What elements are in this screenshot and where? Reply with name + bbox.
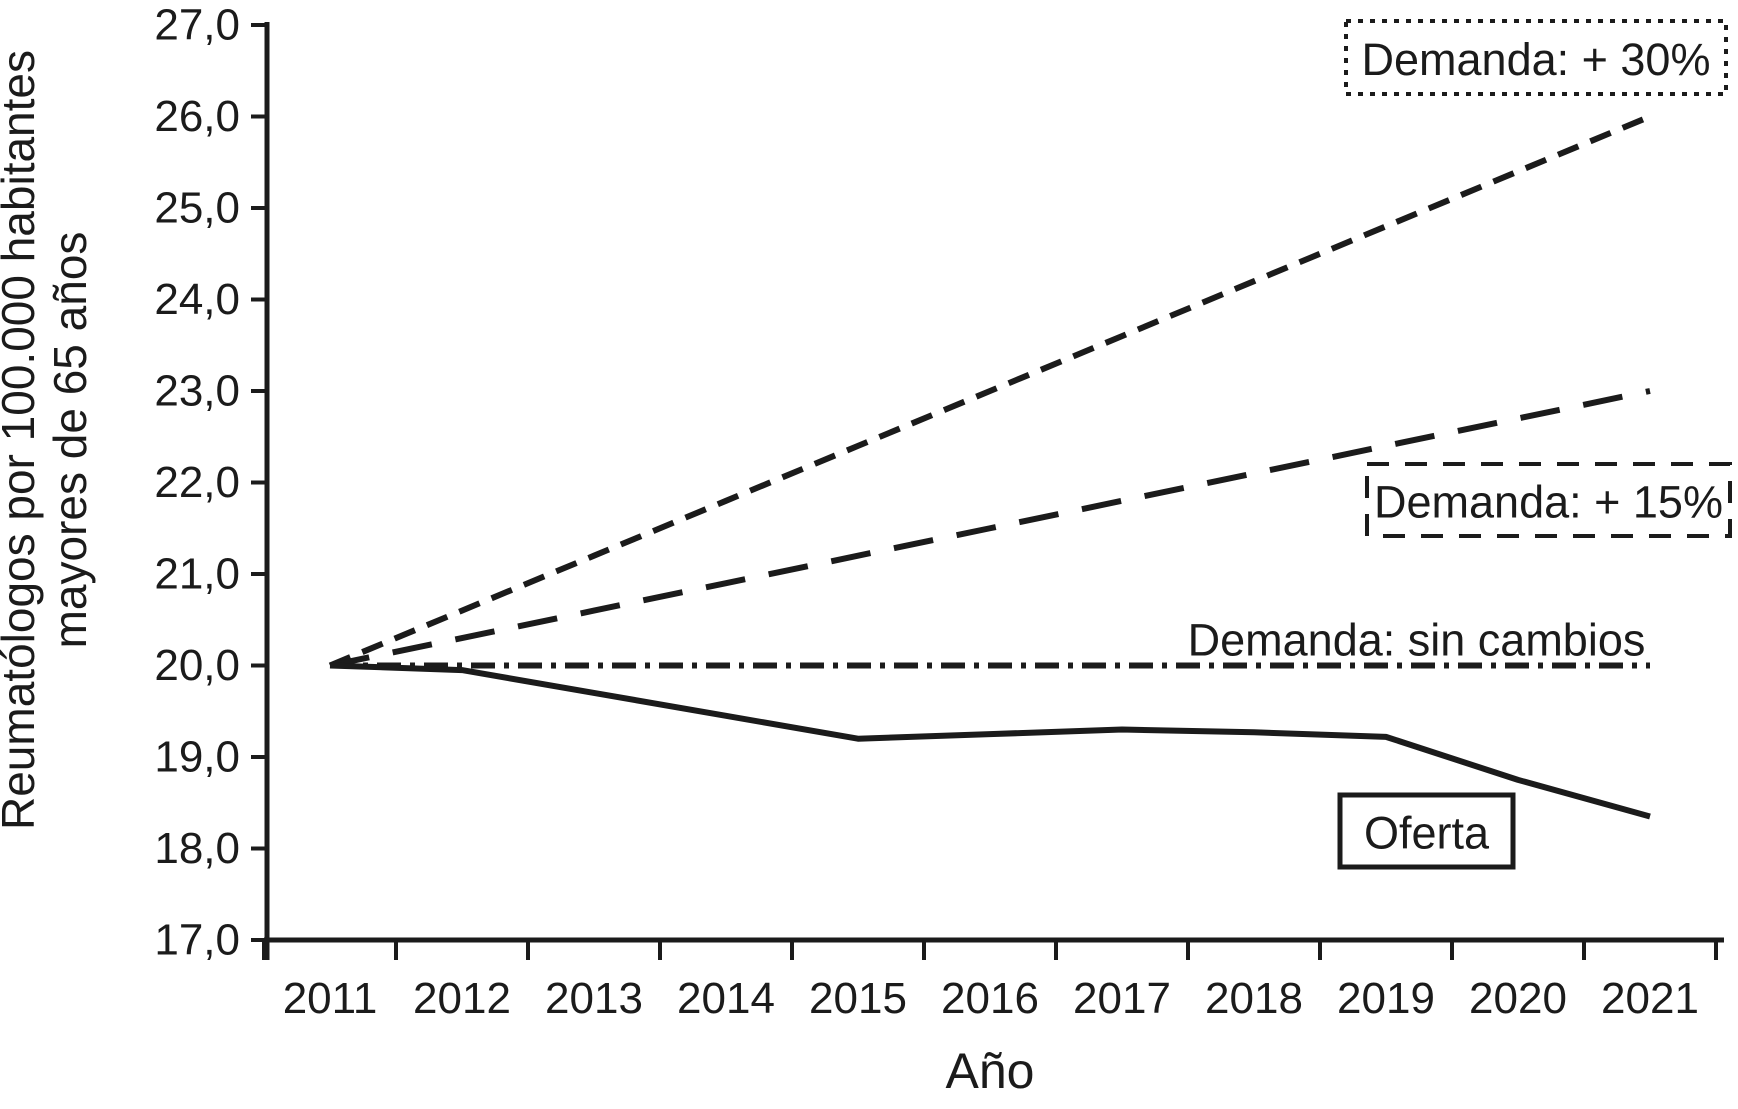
label-demanda-15-text: Demanda: + 15% xyxy=(1374,477,1723,528)
y-tick-label: 19,0 xyxy=(154,733,240,782)
x-tick-label: 2014 xyxy=(677,974,775,1023)
x-axis-title: Año xyxy=(946,1043,1035,1099)
series-line-demanda-30 xyxy=(328,113,1652,669)
y-tick-label: 24,0 xyxy=(154,275,240,324)
label-demanda-30-text: Demanda: + 30% xyxy=(1362,34,1711,85)
y-tick-label: 18,0 xyxy=(154,824,240,873)
x-tick-label: 2017 xyxy=(1073,974,1171,1023)
label-oferta: Oferta xyxy=(1337,792,1516,870)
y-axis-ticks: 17,0 18,0 19,0 20,0 21,0 22,0 23,0 24,0 25,0 26,0… xyxy=(154,1,267,965)
x-tick-label: 2016 xyxy=(941,974,1039,1023)
label-oferta-box xyxy=(1337,792,1516,870)
x-tick-label: 2012 xyxy=(413,974,511,1023)
label-demanda-30-box xyxy=(1344,19,1728,96)
x-axis-ticks: 2011 2012 2013 2014 2015 2016 2017 2018 2019 2020… xyxy=(262,940,1718,1023)
series-line-oferta xyxy=(329,662,1651,820)
y-tick-label: 20,0 xyxy=(154,641,240,690)
x-tick-label: 2015 xyxy=(809,974,907,1023)
y-tick-label: 22,0 xyxy=(154,458,240,507)
y-tick-label: 21,0 xyxy=(154,550,240,599)
y-tick-label: 26,0 xyxy=(154,92,240,141)
x-tick-label: 2018 xyxy=(1205,974,1303,1023)
y-tick-label: 17,0 xyxy=(154,916,240,965)
x-tick-label: 2011 xyxy=(283,974,378,1023)
y-tick-label: 27,0 xyxy=(154,1,240,50)
label-demanda-15: Demanda: + 15% xyxy=(1365,462,1732,538)
label-oferta-text: Oferta xyxy=(1364,808,1490,859)
label-demanda-30: Demanda: + 30% xyxy=(1344,19,1728,96)
label-demanda-sin-cambios-text: Demanda: sin cambios xyxy=(1188,615,1646,666)
label-demanda-sin-cambios: Demanda: sin cambios xyxy=(1188,615,1646,666)
y-tick-label: 23,0 xyxy=(154,367,240,416)
label-demanda-15-box xyxy=(1365,462,1732,538)
y-axis-title-line-2: mayores de 65 años xyxy=(44,232,96,649)
series-line-demanda-15 xyxy=(329,388,1651,669)
x-tick-label: 2020 xyxy=(1469,974,1567,1023)
y-axis-title-line-1: Reumatólogos por 100.000 habitantes xyxy=(0,50,44,830)
x-tick-label: 2013 xyxy=(545,974,643,1023)
x-tick-label: 2019 xyxy=(1337,974,1435,1023)
y-tick-label: 25,0 xyxy=(154,184,240,233)
axes xyxy=(264,22,1724,960)
x-tick-label: 2021 xyxy=(1601,974,1699,1023)
